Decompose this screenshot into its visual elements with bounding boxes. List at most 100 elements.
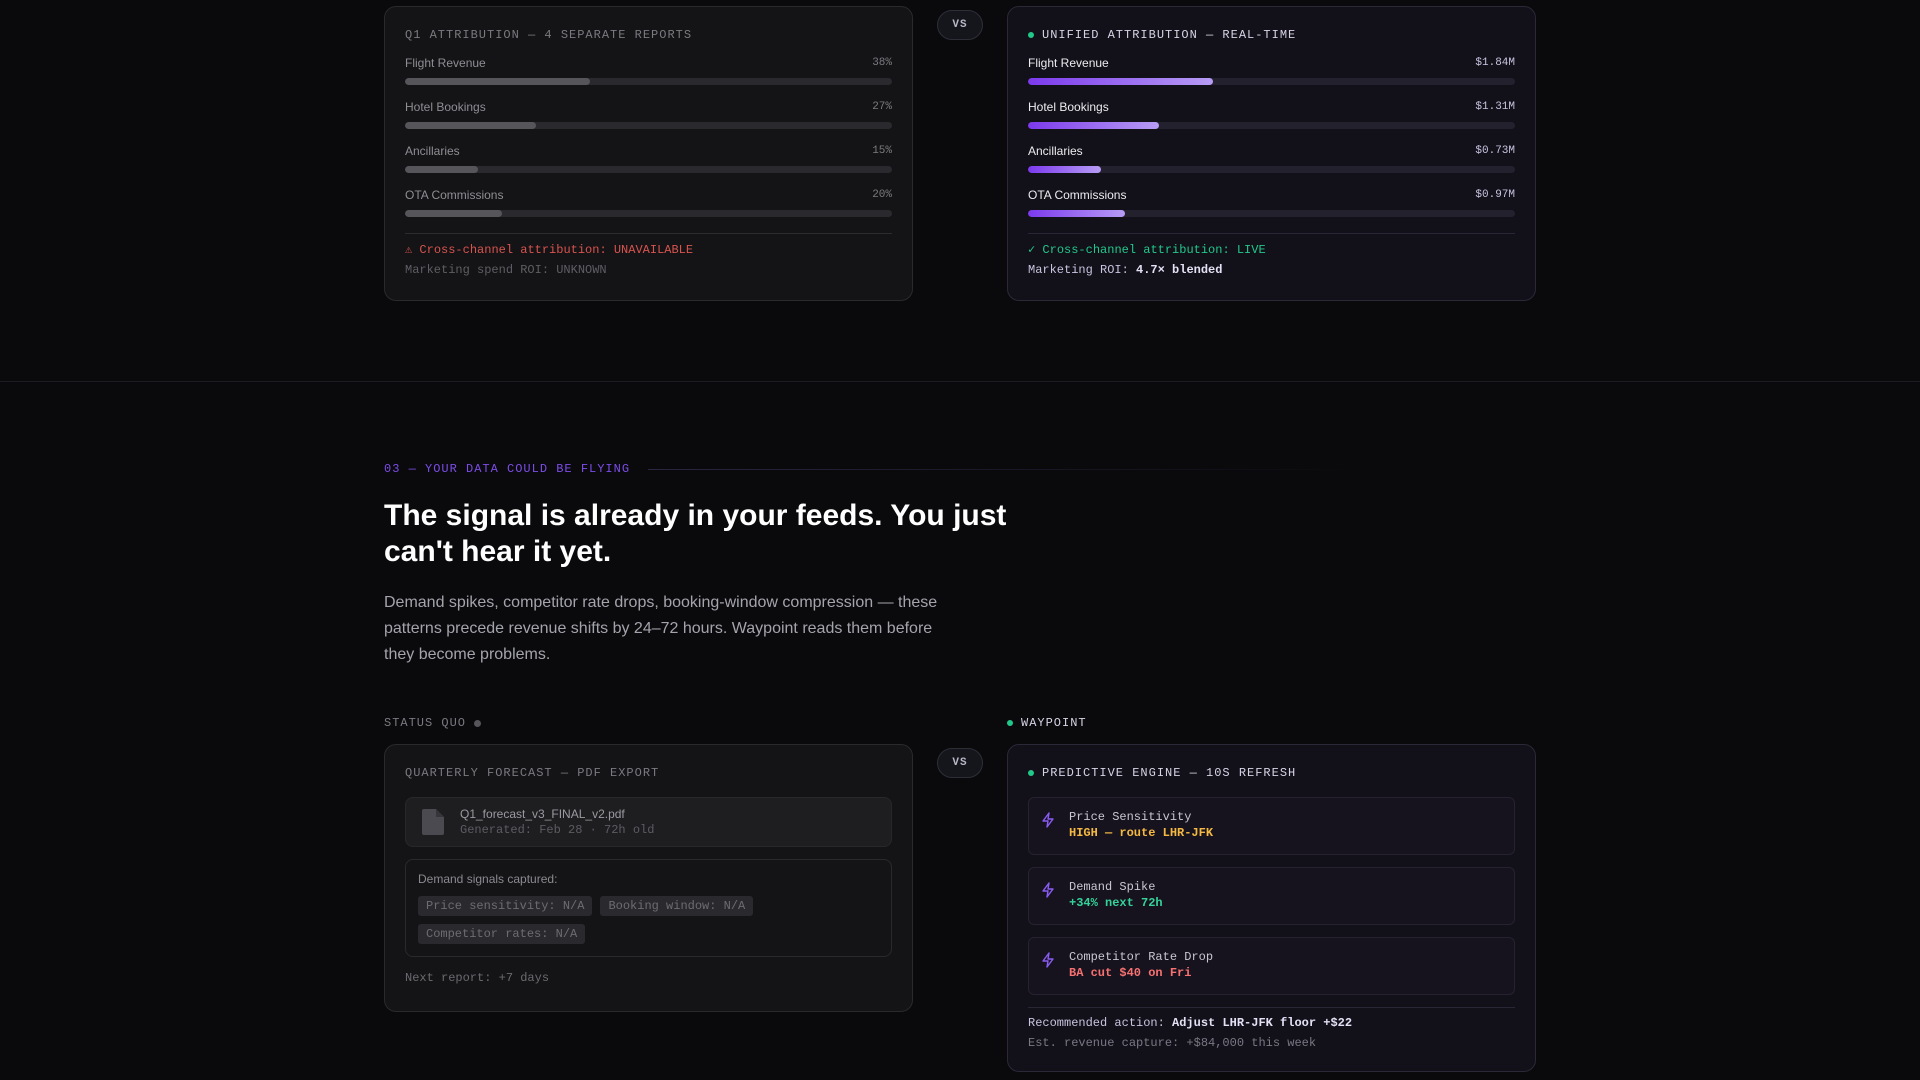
card-title-text: UNIFIED ATTRIBUTION — REAL-TIME xyxy=(1042,28,1297,42)
live-dot-icon xyxy=(1007,720,1013,726)
signal-card-demand: Demand Spike +34% next 72h xyxy=(1028,867,1515,925)
bar-value: 38% xyxy=(872,57,892,69)
bolt-icon xyxy=(1042,812,1054,828)
attribution-unified-card: UNIFIED ATTRIBUTION — REAL-TIME Flight R… xyxy=(1007,6,1536,301)
bar-track xyxy=(1028,166,1515,173)
bar-fill xyxy=(1028,78,1214,85)
bar-track xyxy=(405,122,892,129)
section-label-line xyxy=(648,469,1368,470)
section-divider xyxy=(0,381,1920,382)
signal-list: Price Sensitivity HIGH — route LHR-JFK D… xyxy=(1028,797,1515,995)
bar-row-ota: OTA Commissions $0.97M xyxy=(1028,187,1515,219)
bolt-icon xyxy=(1042,952,1054,968)
signals-title: Demand signals captured: xyxy=(418,872,558,886)
file-attachment[interactable]: Q1_forecast_v3_FINAL_v2.pdf Generated: F… xyxy=(405,797,892,847)
status-quo-label: STATUS QUO xyxy=(384,716,482,730)
bar-value: $0.97M xyxy=(1475,189,1515,201)
divider xyxy=(1028,233,1515,234)
bar-fill xyxy=(1028,122,1160,129)
bar-label: Flight Revenue xyxy=(1028,56,1109,70)
demand-signals-box: Demand signals captured: Price sensitivi… xyxy=(405,859,892,957)
bar-list: Flight Revenue 38% Hotel Bookings 27% Anci… xyxy=(405,55,892,219)
card-title: PREDICTIVE ENGINE — 10S REFRESH xyxy=(1028,765,1515,781)
bar-value: 20% xyxy=(872,189,892,201)
bar-label: Ancillaries xyxy=(405,144,460,158)
signal-chip: Competitor rates: N/A xyxy=(418,924,586,944)
roi-line: Marketing ROI: 4.7× blended xyxy=(1028,263,1515,277)
bar-row-ota: OTA Commissions 20% xyxy=(405,187,892,219)
file-generated: Generated: Feb 28 · 72h old xyxy=(460,823,655,837)
bolt-icon xyxy=(1042,882,1054,898)
bar-label: Flight Revenue xyxy=(405,56,486,70)
live-dot-icon xyxy=(1028,770,1034,776)
roi-unknown: Marketing spend ROI: UNKNOWN xyxy=(405,263,607,277)
bar-fill xyxy=(405,122,537,129)
bar-label: Hotel Bookings xyxy=(1028,100,1109,114)
attribution-live-status: ✓ Cross-channel attribution: LIVE xyxy=(1028,243,1266,257)
bar-track xyxy=(1028,78,1515,85)
signal-card-competitor: Competitor Rate Drop BA cut $40 on Fri xyxy=(1028,937,1515,995)
bar-track xyxy=(1028,210,1515,217)
bar-track xyxy=(1028,122,1515,129)
bar-list: Flight Revenue $1.84M Hotel Bookings $1.31… xyxy=(1028,55,1515,219)
signal-title: Price Sensitivity xyxy=(1069,810,1192,824)
bar-row-hotel: Hotel Bookings $1.31M xyxy=(1028,99,1515,131)
bar-fill xyxy=(405,210,503,217)
bar-fill xyxy=(1028,166,1102,173)
live-dot-icon xyxy=(1028,32,1034,38)
bar-track xyxy=(405,78,892,85)
bar-fill xyxy=(1028,210,1126,217)
bar-value: 15% xyxy=(872,145,892,157)
bar-label: OTA Commissions xyxy=(1028,188,1127,202)
bar-track xyxy=(405,210,892,217)
card-title: Q1 ATTRIBUTION — 4 SEPARATE REPORTS xyxy=(405,28,693,42)
divider xyxy=(1028,1007,1515,1008)
roi-label: Marketing ROI: xyxy=(1028,263,1137,277)
vs-badge: VS xyxy=(937,10,983,40)
card-title-text: PREDICTIVE ENGINE — 10S REFRESH xyxy=(1042,766,1297,780)
section-headline: The signal is already in your feeds. You… xyxy=(384,499,1007,568)
bar-fill xyxy=(405,166,479,173)
bar-value: $1.31M xyxy=(1475,101,1515,113)
section-label: 03 — YOUR DATA COULD BE FLYING xyxy=(384,462,631,476)
status-dot-icon xyxy=(474,719,482,727)
recommended-label: Recommended action: xyxy=(1028,1016,1173,1030)
attribution-separate-card: Q1 ATTRIBUTION — 4 SEPARATE REPORTS Flig… xyxy=(384,6,913,301)
card-title: UNIFIED ATTRIBUTION — REAL-TIME xyxy=(1028,27,1515,43)
signal-chips: Price sensitivity: N/A Booking window: N… xyxy=(418,896,798,944)
bar-value: $1.84M xyxy=(1475,57,1515,69)
signal-value: +34% next 72h xyxy=(1069,896,1163,910)
file-name: Q1_forecast_v3_FINAL_v2.pdf xyxy=(460,807,625,821)
bar-track xyxy=(405,166,892,173)
bar-row-ancillaries: Ancillaries 15% xyxy=(405,143,892,175)
vs-badge: VS xyxy=(937,748,983,778)
waypoint-label-text: WAYPOINT xyxy=(1021,716,1087,730)
next-report: Next report: +7 days xyxy=(405,971,550,985)
card-title: QUARTERLY FORECAST — PDF EXPORT xyxy=(405,766,660,780)
divider xyxy=(405,233,892,234)
signal-title: Competitor Rate Drop xyxy=(1069,950,1214,964)
signal-chip: Price sensitivity: N/A xyxy=(418,896,593,916)
signal-value: HIGH — route LHR-JFK xyxy=(1069,826,1214,840)
bar-label: Ancillaries xyxy=(1028,144,1083,158)
bar-row-ancillaries: Ancillaries $0.73M xyxy=(1028,143,1515,175)
revenue-capture: Est. revenue capture: +$84,000 this week xyxy=(1028,1036,1317,1050)
file-meta: Q1_forecast_v3_FINAL_v2.pdf Generated: F… xyxy=(460,807,654,837)
recommended-action: Recommended action: Adjust LHR-JFK floor… xyxy=(1028,1016,1515,1030)
bar-fill xyxy=(405,78,591,85)
bar-row-flight: Flight Revenue $1.84M xyxy=(1028,55,1515,87)
predictive-engine-card: PREDICTIVE ENGINE — 10S REFRESH Price Se… xyxy=(1007,744,1536,1072)
roi-value: 4.7× blended xyxy=(1136,263,1223,277)
status-quo-label-text: STATUS QUO xyxy=(384,716,467,730)
bar-label: OTA Commissions xyxy=(405,188,504,202)
signal-chip: Booking window: N/A xyxy=(600,896,754,916)
recommended-value: Adjust LHR-JFK floor +$22 xyxy=(1172,1016,1353,1030)
signal-value: BA cut $40 on Fri xyxy=(1069,966,1192,980)
document-icon xyxy=(422,809,444,835)
bar-row-hotel: Hotel Bookings 27% xyxy=(405,99,892,131)
waypoint-label: WAYPOINT xyxy=(1007,716,1087,730)
attribution-warning: ⚠ Cross-channel attribution: UNAVAILABLE xyxy=(405,243,694,257)
forecast-pdf-card: QUARTERLY FORECAST — PDF EXPORT Q1_forec… xyxy=(384,744,913,1012)
signal-card-price: Price Sensitivity HIGH — route LHR-JFK xyxy=(1028,797,1515,855)
bar-value: 27% xyxy=(872,101,892,113)
